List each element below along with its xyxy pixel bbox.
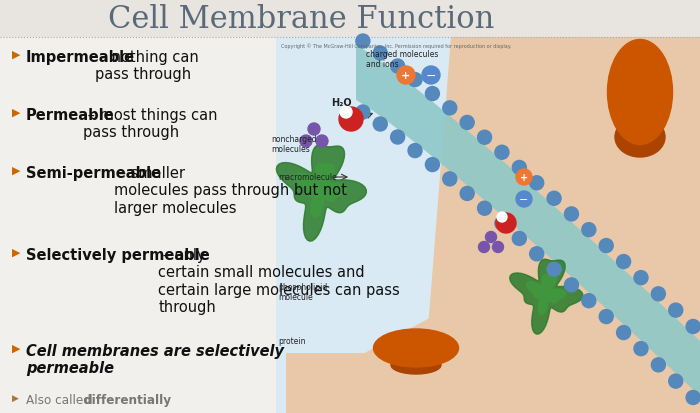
Bar — [0, 0, 700, 38]
Circle shape — [408, 144, 422, 158]
Text: charged molecules
and ions: charged molecules and ions — [366, 50, 438, 69]
Circle shape — [397, 67, 415, 85]
Circle shape — [652, 287, 666, 301]
Circle shape — [617, 255, 631, 269]
Bar — [276, 38, 700, 413]
Circle shape — [599, 239, 613, 253]
Circle shape — [426, 87, 440, 101]
Circle shape — [582, 294, 596, 308]
Text: Permeable: Permeable — [26, 108, 115, 123]
Circle shape — [497, 212, 507, 223]
Circle shape — [582, 223, 596, 237]
Circle shape — [426, 158, 440, 172]
Text: ▶: ▶ — [12, 393, 19, 402]
Circle shape — [460, 116, 474, 130]
Polygon shape — [510, 260, 583, 335]
Circle shape — [340, 107, 352, 119]
Polygon shape — [296, 164, 346, 218]
Circle shape — [530, 247, 544, 261]
Circle shape — [422, 67, 440, 85]
Circle shape — [356, 106, 370, 120]
Text: Also called: Also called — [26, 393, 94, 406]
Text: H₂O: H₂O — [331, 98, 351, 108]
Text: −: − — [519, 195, 528, 204]
Circle shape — [686, 391, 700, 404]
Text: – most things can
pass through: – most things can pass through — [83, 108, 217, 140]
Text: phospholipid
molecule: phospholipid molecule — [278, 282, 328, 301]
Circle shape — [308, 124, 320, 136]
Circle shape — [564, 207, 578, 221]
Circle shape — [460, 187, 474, 201]
Text: +: + — [520, 173, 528, 183]
Polygon shape — [276, 145, 366, 242]
Circle shape — [516, 192, 532, 207]
Text: – smaller
molecules pass through but not
larger molecules: – smaller molecules pass through but not… — [114, 166, 347, 215]
Circle shape — [391, 131, 405, 145]
Text: Selectively permeable: Selectively permeable — [26, 247, 210, 262]
Circle shape — [477, 202, 491, 216]
Circle shape — [443, 173, 457, 186]
Text: Copyright © The McGraw-Hill Companies, Inc. Permission required for reproduction: Copyright © The McGraw-Hill Companies, I… — [281, 43, 512, 48]
Circle shape — [300, 136, 312, 147]
Text: +: + — [401, 71, 411, 81]
Circle shape — [512, 232, 526, 246]
Polygon shape — [526, 275, 566, 315]
Text: noncharged
molecules: noncharged molecules — [271, 135, 316, 154]
Circle shape — [495, 146, 509, 160]
Text: ▶: ▶ — [12, 50, 20, 60]
Polygon shape — [356, 46, 700, 396]
Circle shape — [495, 217, 509, 231]
Circle shape — [547, 192, 561, 206]
Circle shape — [479, 242, 489, 253]
Circle shape — [373, 47, 387, 61]
Text: ▶: ▶ — [12, 166, 20, 176]
Text: Cell Membrane Function: Cell Membrane Function — [108, 4, 494, 35]
Circle shape — [634, 342, 648, 356]
Text: Cell membranes are selectively
permeable: Cell membranes are selectively permeable — [26, 343, 284, 375]
Ellipse shape — [391, 356, 441, 374]
Circle shape — [686, 320, 700, 334]
Circle shape — [599, 310, 613, 324]
Circle shape — [668, 374, 682, 388]
Circle shape — [496, 214, 516, 233]
Circle shape — [356, 35, 370, 49]
Ellipse shape — [608, 40, 673, 145]
Circle shape — [634, 271, 648, 285]
Circle shape — [652, 358, 666, 372]
Circle shape — [564, 278, 578, 292]
Polygon shape — [346, 43, 700, 413]
Circle shape — [530, 176, 544, 190]
Ellipse shape — [374, 329, 458, 367]
Circle shape — [617, 326, 631, 340]
Circle shape — [493, 242, 503, 253]
Circle shape — [668, 304, 682, 317]
Text: macromolecule: macromolecule — [278, 173, 337, 182]
Circle shape — [477, 131, 491, 145]
Text: ▶: ▶ — [12, 343, 20, 353]
Circle shape — [339, 108, 363, 132]
Text: Semi-permeable: Semi-permeable — [26, 166, 161, 180]
Circle shape — [316, 136, 328, 147]
Circle shape — [373, 118, 387, 132]
Text: ▶: ▶ — [12, 108, 20, 118]
Text: – nothing can
pass through: – nothing can pass through — [95, 50, 199, 82]
Circle shape — [516, 170, 532, 185]
Text: differentially: differentially — [84, 393, 172, 406]
Circle shape — [443, 102, 457, 116]
Ellipse shape — [615, 118, 665, 158]
Circle shape — [486, 232, 496, 243]
Bar — [0, 38, 276, 413]
Circle shape — [512, 161, 526, 175]
Text: Impermeable: Impermeable — [26, 50, 135, 65]
Text: ▶: ▶ — [12, 247, 20, 257]
Polygon shape — [286, 38, 700, 413]
Text: −: − — [426, 69, 436, 82]
Circle shape — [547, 263, 561, 277]
Text: – only
certain small molecules and
certain large molecules can pass
through: – only certain small molecules and certa… — [158, 247, 400, 314]
Circle shape — [391, 60, 405, 74]
Text: protein: protein — [278, 337, 305, 346]
Circle shape — [408, 74, 422, 88]
